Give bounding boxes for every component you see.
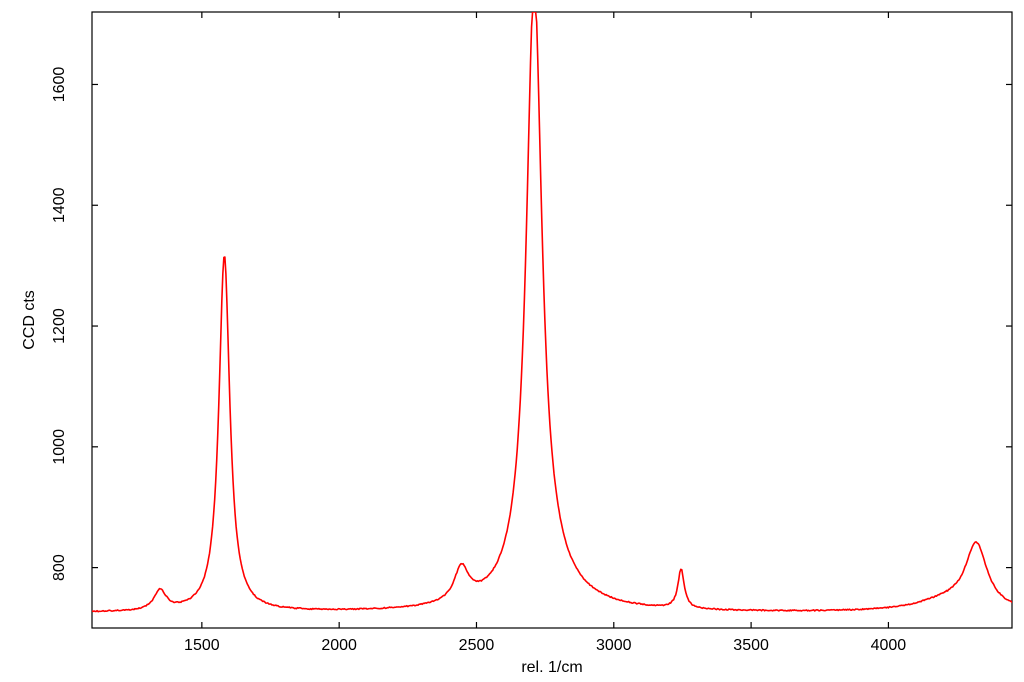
y-axis-ticks: 800 1000 1200 1400 1600 (51, 67, 1012, 581)
y-tick-label: 1600 (51, 67, 68, 103)
y-tick-label: 1000 (51, 429, 68, 465)
x-tick-label: 2500 (459, 637, 495, 654)
y-axis-label: CCD cts (21, 290, 38, 350)
x-axis-label: rel. 1/cm (521, 659, 582, 676)
y-tick-label: 1200 (51, 308, 68, 344)
plot-frame (92, 12, 1012, 628)
chart-svg: 1500 2000 2500 3000 3500 4000 800 1000 1200 1400… (0, 0, 1024, 682)
x-tick-label: 3500 (733, 637, 769, 654)
spectrum-chart: 1500 2000 2500 3000 3500 4000 800 1000 1200 1400… (0, 0, 1024, 682)
y-tick-label: 1400 (51, 187, 68, 223)
x-tick-label: 2000 (321, 637, 357, 654)
x-tick-label: 4000 (871, 637, 907, 654)
x-tick-label: 3000 (596, 637, 632, 654)
spectrum-line (92, 12, 1012, 612)
y-tick-label: 800 (51, 554, 68, 581)
x-tick-label: 1500 (184, 637, 220, 654)
